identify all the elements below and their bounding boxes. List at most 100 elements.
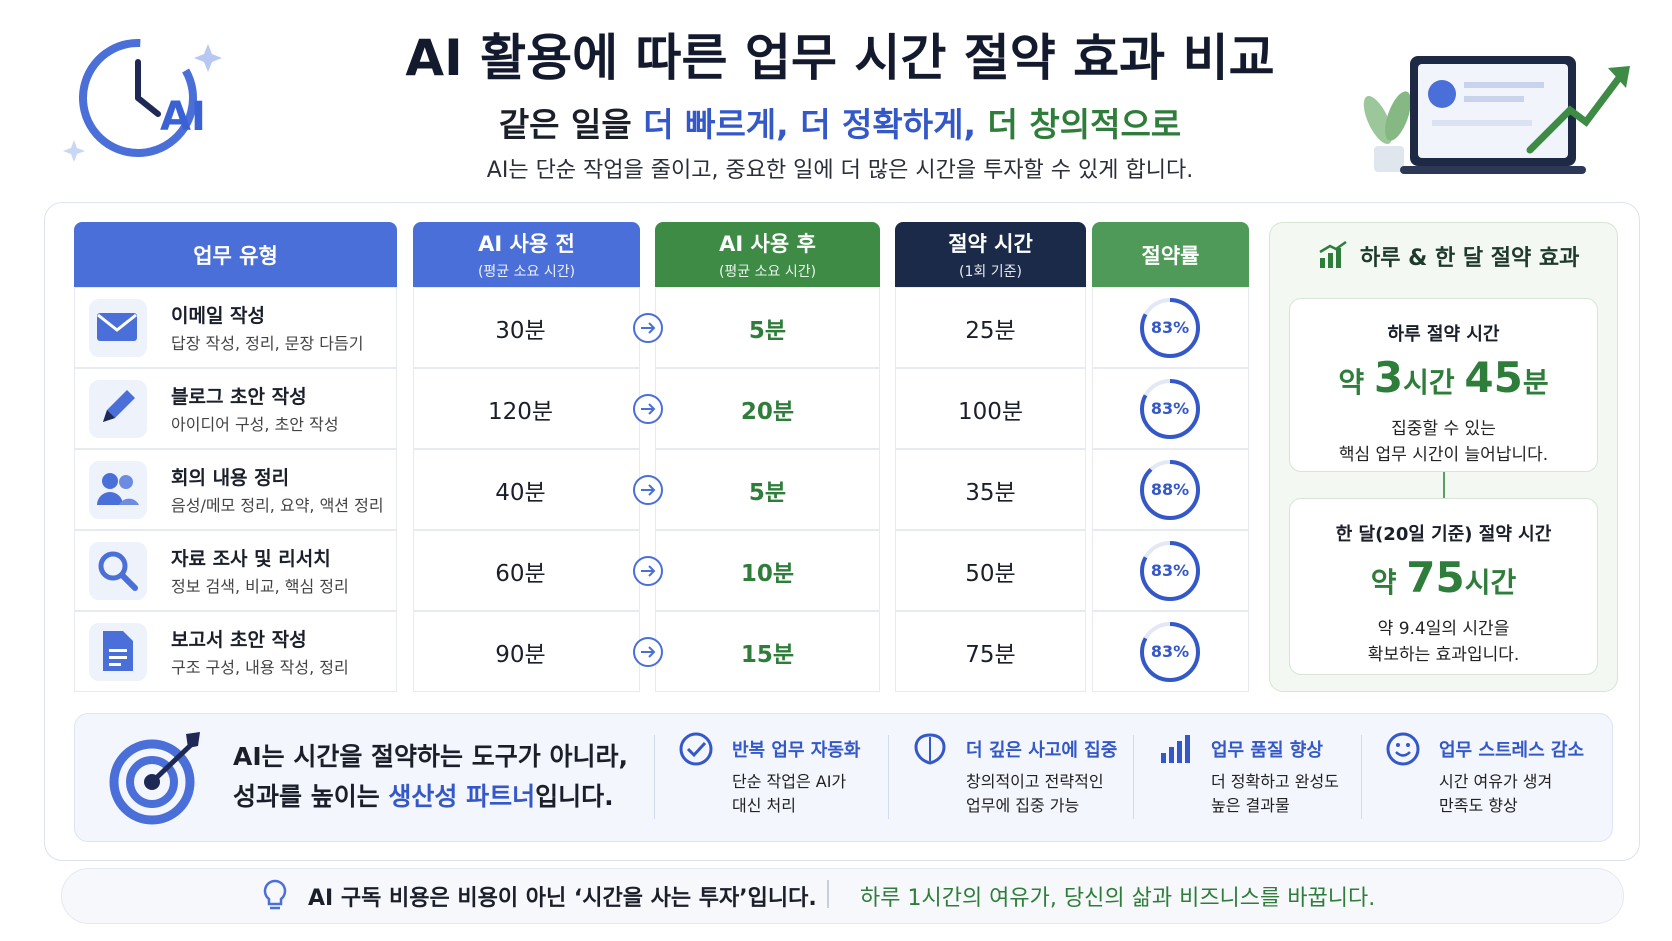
benefit-title: 반복 업무 자동화	[732, 740, 861, 761]
task-detail: 아이디어 구성, 초안 작성	[171, 414, 339, 434]
benefit-title: 업무 스트레스 감소	[1439, 740, 1585, 761]
column-note: (평균 소요 시간)	[718, 264, 817, 280]
saved-time: 35분	[965, 479, 1016, 506]
task-detail: 정보 검색, 비교, 핵심 정리	[171, 576, 349, 596]
column-title: 업무 유형	[193, 243, 278, 268]
rate-ring: 83%	[1140, 378, 1200, 439]
text-segment: 약	[1338, 366, 1374, 399]
task-name: 보고서 초안 작성	[171, 628, 307, 651]
daily-card	[1289, 298, 1598, 472]
ring-arc	[1140, 297, 1200, 358]
column-title: AI 사용 후	[719, 232, 816, 256]
benefit-title: 업무 품질 향상	[1211, 740, 1323, 761]
subtitle: 같은 일을 더 빠르게, 더 정확하게, 더 창의적으로	[300, 98, 1380, 146]
card-amount: 약 3시간 45분	[1289, 350, 1598, 406]
column-header: 절약률	[1092, 222, 1249, 287]
text-segment: 생산성 파트너	[388, 782, 536, 811]
rate-label: 88%	[1151, 480, 1189, 499]
card-label: 하루 절약 시간	[1387, 324, 1500, 345]
card-amount: 약 75시간	[1289, 550, 1598, 606]
footer-left: AI 구독 비용은 비용이 아닌 ‘시간을 사는 투자’입니다.	[308, 886, 817, 911]
column-header: 절약 시간 (1회 기준)	[895, 222, 1086, 287]
saved-time: 25분	[965, 317, 1016, 344]
column-title: 절약 시간	[948, 232, 1033, 256]
arrow-icon	[633, 636, 663, 667]
arrow-icon	[633, 312, 663, 343]
table-cell	[413, 287, 640, 368]
benefit-line: 더 정확하고 완성도	[1211, 772, 1339, 791]
icon	[103, 630, 133, 671]
text-segment: 75	[1406, 553, 1465, 602]
benefit-icon	[1161, 735, 1190, 763]
laptop-illustration	[1363, 56, 1630, 174]
task-name: 블로그 초안 작성	[171, 385, 307, 408]
task-detail: 음성/메모 정리, 요약, 액션 정리	[171, 495, 384, 515]
divider	[1133, 735, 1134, 819]
card-note: 집중할 수 있는	[1391, 419, 1496, 439]
arrow-icon	[633, 474, 663, 505]
table-cell	[413, 611, 640, 692]
table-cell	[655, 611, 880, 692]
text-segment: 더 정확하게,	[788, 105, 977, 144]
table-cell	[895, 368, 1086, 449]
before-time: 60분	[495, 560, 546, 587]
monthly-card	[1289, 498, 1598, 675]
banner-message: 성과를 높이는 생산성 파트너입니다.	[233, 777, 614, 813]
table-cell	[895, 287, 1086, 368]
text-segment: 시간	[1464, 566, 1517, 599]
before-time: 120분	[487, 398, 554, 425]
rate-label: 83%	[1151, 399, 1189, 418]
table-cell	[895, 530, 1086, 611]
card-note: 핵심 업무 시간이 늘어납니다.	[1338, 445, 1549, 465]
table-cell	[413, 368, 640, 449]
benefit-title: 더 깊은 사고에 집중	[966, 740, 1118, 761]
ring-arc	[1140, 378, 1200, 439]
text-segment: 3	[1373, 353, 1404, 402]
bulb-icon	[263, 879, 287, 910]
column-note: (평균 소요 시간)	[477, 264, 576, 280]
task-icon	[89, 298, 147, 357]
footer-divider	[827, 880, 829, 908]
task-icon	[89, 541, 147, 600]
table-cell	[413, 449, 640, 530]
after-time: 5분	[748, 317, 787, 344]
card-note: 확보하는 효과입니다.	[1367, 645, 1520, 665]
column-title: AI 사용 전	[478, 232, 575, 256]
column-header: AI 사용 후 (평균 소요 시간)	[655, 222, 880, 287]
task-detail: 답장 작성, 정리, 문장 다듬기	[171, 333, 364, 353]
task-name: 회의 내용 정리	[171, 466, 290, 489]
benefit-line: 만족도 향상	[1439, 796, 1518, 815]
arrow-icon	[633, 393, 663, 424]
text-segment: 성과를 높이는	[233, 782, 389, 811]
divider	[654, 735, 655, 819]
saved-time: 50분	[965, 560, 1016, 587]
table-cell	[655, 368, 880, 449]
table-cell	[655, 530, 880, 611]
after-time: 15분	[740, 641, 795, 668]
column-note: (1회 기준)	[959, 264, 1022, 280]
rate-ring: 83%	[1140, 297, 1200, 358]
benefit-icon	[1386, 732, 1420, 766]
before-time: 40분	[495, 479, 546, 506]
after-time: 20분	[740, 398, 795, 425]
column-title: 절약률	[1141, 243, 1200, 268]
summary-title: 하루 & 한 달 절약 효과	[1360, 246, 1580, 271]
rate-label: 83%	[1151, 561, 1189, 580]
rate-ring: 88%	[1140, 459, 1200, 520]
description: AI는 단순 작업을 줄이고, 중요한 일에 더 많은 시간을 투자할 수 있게…	[486, 158, 1194, 183]
clock-logo	[63, 39, 222, 162]
benefit-icon	[914, 733, 946, 765]
rate-ring: 83%	[1140, 540, 1200, 601]
text-segment: 더 빠르게,	[643, 105, 789, 144]
banner	[74, 713, 1613, 842]
task-icon	[89, 622, 147, 681]
table-cell	[413, 530, 640, 611]
task-icon	[89, 460, 147, 519]
benefit-line: 업무에 집중 가능	[966, 796, 1080, 815]
icon	[97, 472, 139, 505]
column-header: AI 사용 전 (평균 소요 시간)	[413, 222, 640, 287]
target-icon	[109, 732, 200, 825]
